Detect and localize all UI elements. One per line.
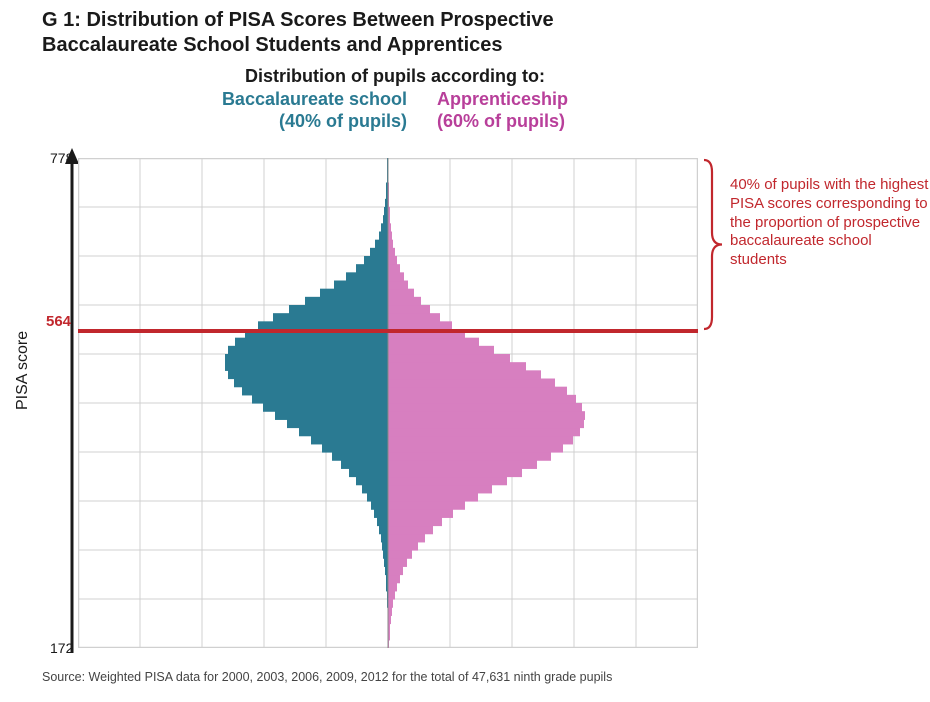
y-tick-min: 172 (50, 640, 73, 656)
annotation-text: 40% of pupils with the highest PISA scor… (730, 176, 930, 270)
y-tick-max: 778 (50, 150, 73, 166)
legend-bacc-pct: (40% of pupils) (222, 111, 407, 133)
source-text: Source: Weighted PISA data for 2000, 200… (42, 670, 612, 684)
legend-bacc-name: Baccalaureate school (222, 89, 407, 111)
reference-line (78, 329, 698, 333)
distribution-shape (78, 158, 698, 648)
chart-title: G 1: Distribution of PISA Scores Between… (42, 8, 642, 58)
legend-apprenticeship: Apprenticeship (60% of pupils) (437, 89, 568, 132)
legend-block: Distribution of pupils according to: Bac… (160, 66, 630, 132)
legend-appr-pct: (60% of pupils) (437, 111, 568, 133)
y-axis-label: PISA score (14, 331, 32, 410)
subtitle-lead: Distribution of pupils according to: (160, 66, 630, 87)
legend-baccalaureate: Baccalaureate school (40% of pupils) (222, 89, 407, 132)
brace-icon (700, 158, 728, 331)
chart-area (78, 158, 698, 648)
legend-appr-name: Apprenticeship (437, 89, 568, 111)
reference-value-label: 564 (46, 313, 71, 330)
